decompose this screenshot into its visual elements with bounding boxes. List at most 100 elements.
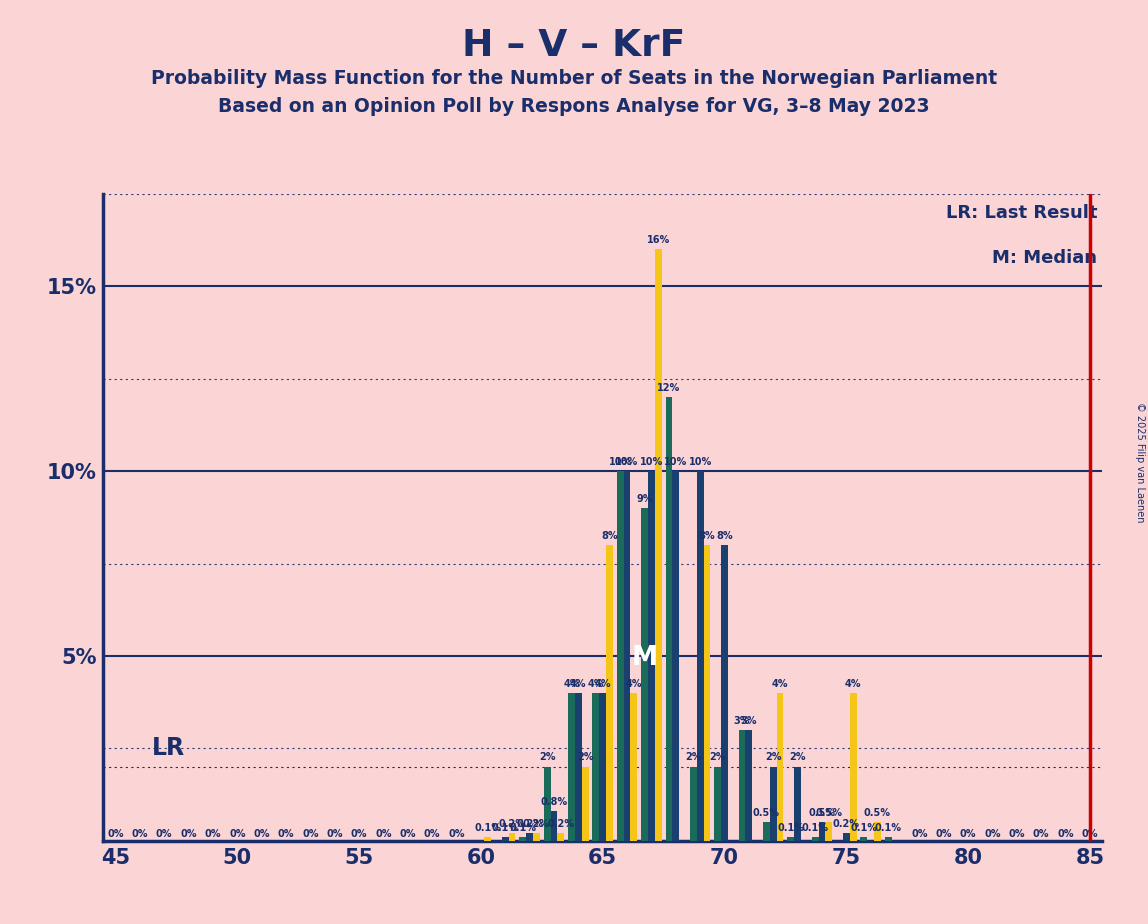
Text: 0%: 0% — [326, 829, 343, 839]
Text: 10%: 10% — [665, 456, 688, 467]
Text: 2%: 2% — [790, 752, 806, 762]
Text: 0%: 0% — [302, 829, 319, 839]
Bar — [690, 767, 697, 841]
Bar — [843, 833, 850, 841]
Text: 3%: 3% — [740, 715, 758, 725]
Bar — [502, 837, 509, 841]
Text: 10%: 10% — [615, 456, 638, 467]
Text: M: Median: M: Median — [992, 249, 1097, 267]
Text: 0.5%: 0.5% — [753, 808, 779, 818]
Bar — [697, 471, 704, 841]
Bar — [582, 767, 589, 841]
Text: 0.5%: 0.5% — [815, 808, 843, 818]
Text: H – V – KrF: H – V – KrF — [463, 28, 685, 64]
Text: 2%: 2% — [538, 752, 556, 762]
Text: 10%: 10% — [608, 456, 631, 467]
Bar — [885, 837, 892, 841]
Text: 0%: 0% — [156, 829, 172, 839]
Text: LR: LR — [152, 736, 185, 760]
Text: 0%: 0% — [960, 829, 976, 839]
Text: 12%: 12% — [658, 383, 681, 393]
Text: 0.8%: 0.8% — [541, 796, 567, 807]
Text: 8%: 8% — [699, 530, 715, 541]
Text: 0.2%: 0.2% — [517, 819, 543, 829]
Bar — [861, 837, 867, 841]
Text: 0%: 0% — [132, 829, 148, 839]
Text: 0%: 0% — [1081, 829, 1099, 839]
Text: 0.2%: 0.2% — [523, 819, 550, 829]
Text: 0%: 0% — [107, 829, 124, 839]
Bar — [544, 767, 551, 841]
Bar — [673, 471, 680, 841]
Text: 4%: 4% — [588, 678, 604, 688]
Bar — [647, 471, 654, 841]
Bar — [770, 767, 777, 841]
Text: © 2025 Filip van Laenen: © 2025 Filip van Laenen — [1134, 402, 1145, 522]
Text: 2%: 2% — [709, 752, 726, 762]
Text: 0%: 0% — [375, 829, 391, 839]
Text: 0%: 0% — [984, 829, 1001, 839]
Text: 0%: 0% — [278, 829, 294, 839]
Text: 0.1%: 0.1% — [510, 822, 536, 833]
Text: 3%: 3% — [734, 715, 751, 725]
Bar — [616, 471, 623, 841]
Text: 0.5%: 0.5% — [864, 808, 891, 818]
Bar — [630, 693, 637, 841]
Bar — [623, 471, 630, 841]
Bar — [575, 693, 582, 841]
Text: 0%: 0% — [254, 829, 270, 839]
Text: 0.1%: 0.1% — [875, 822, 901, 833]
Text: 0%: 0% — [1033, 829, 1049, 839]
Text: 0.5%: 0.5% — [808, 808, 836, 818]
Text: 0.2%: 0.2% — [548, 819, 574, 829]
Bar — [558, 833, 564, 841]
Bar — [714, 767, 721, 841]
Text: 4%: 4% — [571, 678, 587, 688]
Text: LR: Last Result: LR: Last Result — [946, 204, 1097, 222]
Text: 0%: 0% — [400, 829, 416, 839]
Text: 0%: 0% — [448, 829, 465, 839]
Bar — [812, 837, 819, 841]
Text: 4%: 4% — [845, 678, 861, 688]
Text: 0%: 0% — [936, 829, 952, 839]
Text: 0%: 0% — [230, 829, 246, 839]
Text: 0.1%: 0.1% — [851, 822, 877, 833]
Bar — [606, 545, 613, 841]
Text: 0.2%: 0.2% — [832, 819, 860, 829]
Bar — [738, 730, 745, 841]
Bar — [777, 693, 783, 841]
Text: Probability Mass Function for the Number of Seats in the Norwegian Parliament: Probability Mass Function for the Number… — [150, 69, 998, 89]
Text: 8%: 8% — [716, 530, 732, 541]
Text: 0.1%: 0.1% — [777, 822, 805, 833]
Text: 2%: 2% — [685, 752, 701, 762]
Bar — [599, 693, 606, 841]
Bar — [642, 508, 647, 841]
Text: 10%: 10% — [689, 456, 712, 467]
Text: 4%: 4% — [564, 678, 580, 688]
Text: 2%: 2% — [765, 752, 782, 762]
Text: 8%: 8% — [602, 530, 618, 541]
Text: 0%: 0% — [912, 829, 928, 839]
Text: 0.1%: 0.1% — [491, 822, 519, 833]
Text: 0%: 0% — [204, 829, 222, 839]
Bar — [666, 397, 673, 841]
Bar — [654, 249, 661, 841]
Bar — [745, 730, 752, 841]
Text: 0%: 0% — [1009, 829, 1025, 839]
Bar — [721, 545, 728, 841]
Bar — [763, 822, 770, 841]
Text: Based on an Opinion Poll by Respons Analyse for VG, 3–8 May 2023: Based on an Opinion Poll by Respons Anal… — [218, 97, 930, 116]
Bar — [568, 693, 575, 841]
Text: 0%: 0% — [424, 829, 441, 839]
Bar — [819, 822, 825, 841]
Bar — [825, 822, 832, 841]
Text: 0%: 0% — [180, 829, 196, 839]
Bar — [526, 833, 533, 841]
Bar — [592, 693, 599, 841]
Text: 0%: 0% — [351, 829, 367, 839]
Bar — [484, 837, 491, 841]
Bar — [850, 693, 856, 841]
Text: 0.1%: 0.1% — [801, 822, 829, 833]
Text: 10%: 10% — [639, 456, 664, 467]
Bar — [874, 822, 881, 841]
